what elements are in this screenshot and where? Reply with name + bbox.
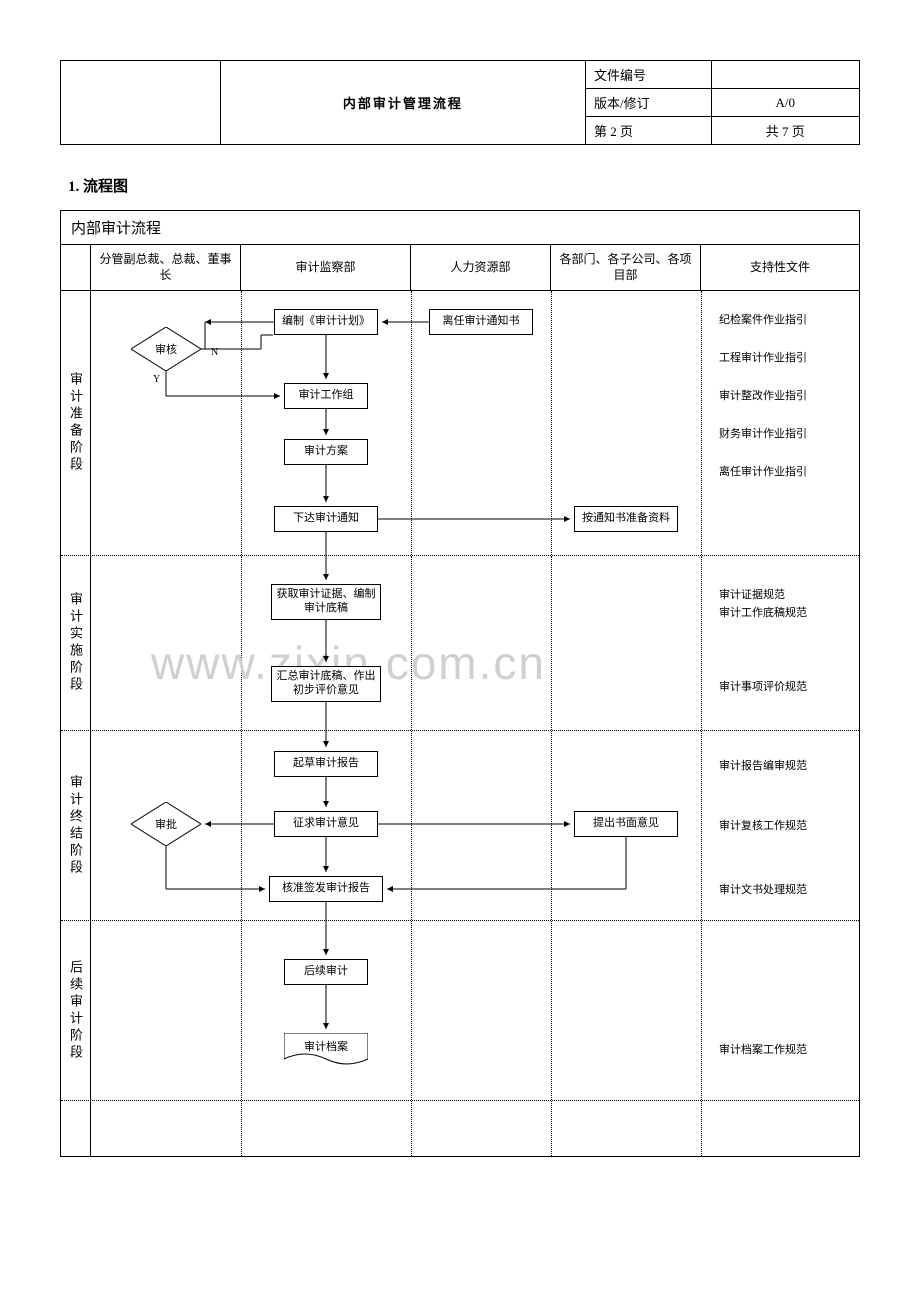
doc-item: 审计工作底稿规范	[719, 604, 807, 620]
doc-item: 工程审计作业指引	[719, 349, 807, 365]
hdr-v1: A/0	[711, 89, 859, 117]
lane-audit: 审计监察部	[241, 245, 411, 290]
doc-item: 审计报告编审规范	[719, 757, 807, 773]
doc-item: 纪检案件作业指引	[719, 311, 807, 327]
lane-exec: 分管副总裁、总裁、董事长	[91, 245, 241, 290]
doc-item: 审计事项评价规范	[719, 678, 807, 694]
doc-item: 审计证据规范	[719, 586, 785, 602]
section-heading: 1. 流程图	[68, 175, 860, 196]
phase-label: 审计终结阶段	[66, 775, 85, 877]
lane-dept: 各部门、各子公司、各项目部	[551, 245, 701, 290]
doc-item: 财务审计作业指引	[719, 425, 807, 441]
phase-end: 审计终结阶段 起草审计报告 征求审计意见 提出书面意见 审批 核准签发审计报告	[61, 731, 859, 921]
doc-item: 审计档案工作规范	[719, 1041, 807, 1057]
phase-exec: 审计实施阶段 www.zixin.com.cn 获取审计证据、编制审计底稿 汇总…	[61, 556, 859, 731]
phase-prep: 审计准备阶段 编制《审计计划》 离任审计通知书 审核 N Y 审计工作组	[61, 291, 859, 556]
lane-hr: 人力资源部	[411, 245, 551, 290]
hdr-v0	[711, 61, 859, 89]
phase-label: 审计实施阶段	[66, 592, 85, 694]
phase-empty	[61, 1101, 859, 1156]
phase-label: 审计准备阶段	[66, 372, 85, 474]
doc-item: 离任审计作业指引	[719, 463, 807, 479]
doc-item: 审计文书处理规范	[719, 881, 807, 897]
phases: 审计准备阶段 编制《审计计划》 离任审计通知书 审核 N Y 审计工作组	[61, 291, 859, 1156]
phase-follow: 后续审计阶段 后续审计 审计档案	[61, 921, 859, 1101]
lane-doc: 支持性文件	[701, 245, 859, 290]
doc-title: 内部审计管理流程	[220, 61, 585, 145]
doc-item: 审计整改作业指引	[719, 387, 807, 403]
flow-title: 内部审计流程	[61, 211, 859, 245]
flowchart: 内部审计流程 分管副总裁、总裁、董事长 审计监察部 人力资源部 各部门、各子公司…	[60, 210, 860, 1157]
lane-headers: 分管副总裁、总裁、董事长 审计监察部 人力资源部 各部门、各子公司、各项目部 支…	[61, 245, 859, 291]
header-table: 内部审计管理流程 文件编号 版本/修订 A/0 第 2 页 共 7 页	[60, 60, 860, 145]
hdr-v2: 共 7 页	[711, 117, 859, 145]
hdr-k2: 第 2 页	[586, 117, 712, 145]
hdr-k0: 文件编号	[586, 61, 712, 89]
phase-label: 后续审计阶段	[66, 960, 85, 1062]
hdr-k1: 版本/修订	[586, 89, 712, 117]
doc-item: 审计复核工作规范	[719, 817, 807, 833]
